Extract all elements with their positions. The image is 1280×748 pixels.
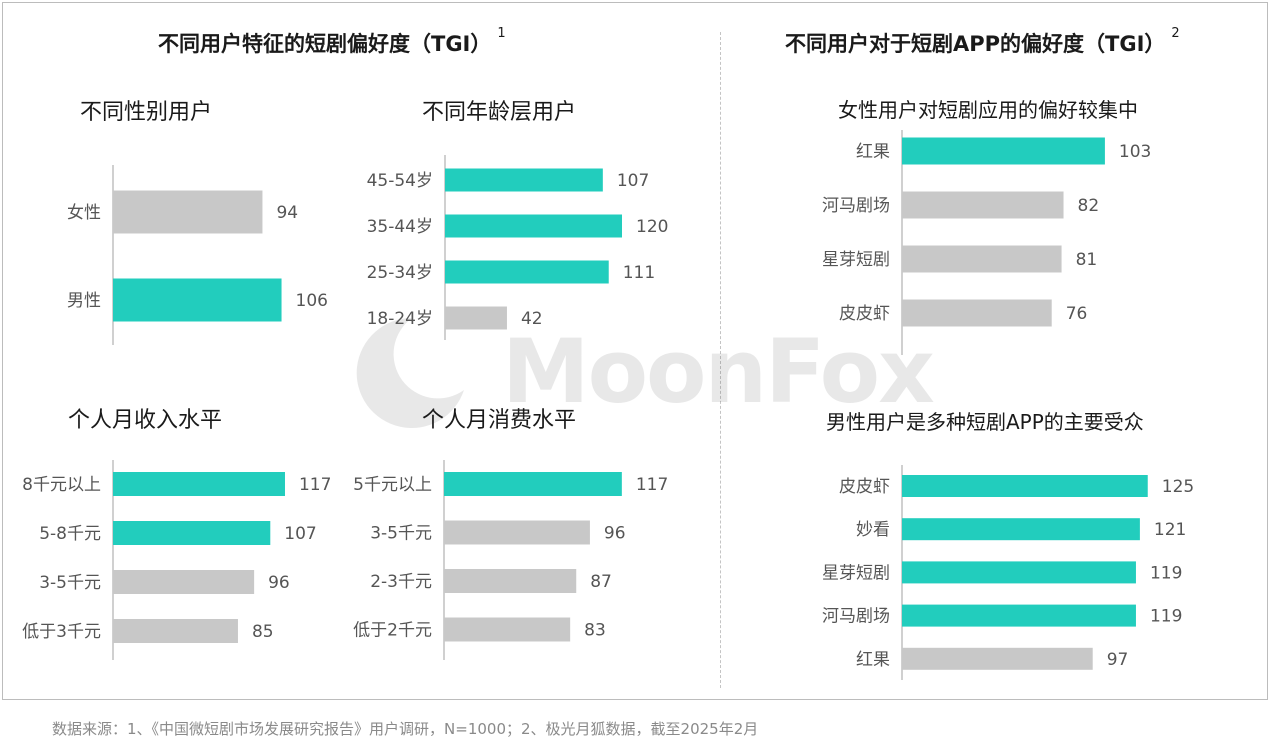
- female_apps-value-label: 103: [1119, 142, 1151, 162]
- gender-value-label: 94: [276, 203, 298, 223]
- spend-bar: [444, 569, 577, 593]
- female-apps-chart-title: 女性用户对短剧应用的偏好较集中: [838, 98, 1138, 122]
- age-bar: [445, 214, 622, 238]
- male_apps-bar: [902, 647, 1093, 670]
- female_apps-value-label: 76: [1066, 304, 1088, 324]
- male_apps-category-label: 红果: [856, 650, 890, 670]
- age-bar: [445, 306, 507, 330]
- male_apps-value-label: 119: [1150, 563, 1182, 583]
- right-section-note: 2: [1171, 26, 1180, 41]
- age-category-label: 18-24岁: [367, 309, 433, 329]
- spend-category-label: 3-5千元: [370, 524, 432, 544]
- income-value-label: 117: [299, 475, 331, 495]
- gender-category-label: 男性: [67, 291, 101, 311]
- income-value-label: 107: [284, 524, 316, 544]
- age-chart-title: 不同年龄层用户: [422, 100, 577, 125]
- male_apps-bar: [902, 604, 1136, 627]
- spend-category-label: 2-3千元: [370, 572, 432, 592]
- male-apps-chart: 皮皮虾 125 妙看 121 星芽短剧 119 河马剧场 119 红果 97: [822, 465, 1194, 680]
- male_apps-bar: [902, 475, 1148, 497]
- section-divider: [720, 32, 721, 688]
- age-value-label: 107: [617, 171, 649, 191]
- female_apps-category-label: 星芽短剧: [822, 250, 890, 270]
- gender-bar: [113, 190, 263, 234]
- spend-bar: [444, 617, 571, 642]
- income-chart: 8千元以上 117 5-8千元 107 3-5千元 96 低于3千元 85: [22, 460, 331, 660]
- spend-bar: [444, 520, 590, 545]
- income-bar: [113, 472, 285, 496]
- female_apps-category-label: 皮皮虾: [839, 304, 890, 324]
- right-section-title: 不同用户对于短剧APP的偏好度（TGI） 2: [785, 26, 1180, 58]
- female_apps-bar: [902, 191, 1064, 219]
- left-section-note: 1: [497, 26, 506, 41]
- female_apps-value-label: 82: [1078, 196, 1100, 216]
- income-bar: [113, 570, 255, 594]
- spend-category-label: 5千元以上: [353, 475, 432, 495]
- income-category-label: 8千元以上: [22, 475, 101, 495]
- spend-value-label: 83: [584, 621, 606, 641]
- age-chart: 45-54岁 107 35-44岁 120 25-34岁 111 18-24岁 42: [367, 155, 668, 340]
- female_apps-value-label: 81: [1076, 250, 1098, 270]
- male_apps-value-label: 121: [1154, 520, 1186, 540]
- income-category-label: 3-5千元: [39, 573, 101, 593]
- age-category-label: 25-34岁: [367, 263, 433, 283]
- female_apps-bar: [902, 299, 1052, 327]
- male_apps-bar: [902, 561, 1136, 584]
- male_apps-value-label: 97: [1107, 650, 1129, 670]
- right-section-title-text: 不同用户对于短剧APP的偏好度（TGI）: [785, 32, 1166, 56]
- female-apps-chart: 红果 103 河马剧场 82 星芽短剧 81 皮皮虾 76: [822, 130, 1151, 355]
- female_apps-category-label: 河马剧场: [822, 196, 890, 216]
- male_apps-category-label: 皮皮虾: [839, 477, 890, 497]
- income-category-label: 低于3千元: [22, 622, 101, 642]
- age-value-label: 120: [636, 217, 668, 237]
- age-bar: [445, 168, 603, 192]
- left-section-title-text: 不同用户特征的短剧偏好度（TGI）: [158, 32, 492, 56]
- age-value-label: 111: [623, 263, 655, 283]
- gender-value-label: 106: [296, 291, 328, 311]
- spend-chart: 5千元以上 117 3-5千元 96 2-3千元 87 低于2千元 83: [353, 460, 668, 660]
- income-value-label: 96: [268, 573, 290, 593]
- age-category-label: 45-54岁: [367, 171, 433, 191]
- gender-chart: 女性 94 男性 106: [67, 165, 328, 345]
- male_apps-category-label: 妙看: [856, 520, 890, 540]
- left-section-title: 不同用户特征的短剧偏好度（TGI） 1: [158, 26, 506, 58]
- income-bar: [113, 521, 271, 545]
- spend-value-label: 117: [636, 475, 668, 495]
- male_apps-bar: [902, 518, 1140, 541]
- spend-value-label: 96: [604, 524, 626, 544]
- female_apps-bar: [902, 245, 1062, 273]
- female_apps-bar: [902, 137, 1105, 165]
- income-value-label: 85: [252, 622, 274, 642]
- male-apps-chart-title: 男性用户是多种短剧APP的主要受众: [826, 410, 1144, 434]
- income-category-label: 5-8千元: [39, 524, 101, 544]
- gender-chart-title: 不同性别用户: [80, 100, 213, 125]
- male_apps-category-label: 星芽短剧: [822, 563, 890, 583]
- gender-category-label: 女性: [67, 203, 101, 223]
- chart-frame: [2, 2, 1268, 700]
- spend-value-label: 87: [590, 572, 612, 592]
- spend-category-label: 低于2千元: [353, 621, 432, 641]
- income-bar: [113, 619, 238, 643]
- spend-bar: [444, 472, 622, 496]
- female_apps-category-label: 红果: [856, 142, 890, 162]
- male_apps-category-label: 河马剧场: [822, 607, 890, 627]
- age-value-label: 42: [521, 309, 543, 329]
- gender-bar: [113, 278, 282, 322]
- age-bar: [445, 260, 609, 284]
- spend-chart-title: 个人月消费水平: [422, 408, 577, 433]
- income-chart-title: 个人月收入水平: [68, 408, 223, 433]
- age-category-label: 35-44岁: [367, 217, 433, 237]
- male_apps-value-label: 125: [1162, 477, 1194, 497]
- male_apps-value-label: 119: [1150, 607, 1182, 627]
- source-footnote: 数据来源：1、《中国微短剧市场发展研究报告》用户调研，N=1000；2、极光月狐…: [52, 720, 759, 738]
